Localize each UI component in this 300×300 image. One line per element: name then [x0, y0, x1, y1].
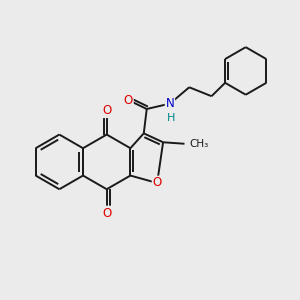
Text: O: O [102, 104, 111, 117]
Text: CH₃: CH₃ [189, 139, 208, 149]
Text: O: O [152, 176, 162, 190]
Text: O: O [102, 206, 111, 220]
Text: H: H [167, 113, 176, 124]
Text: O: O [124, 94, 133, 106]
Text: N: N [166, 97, 174, 110]
